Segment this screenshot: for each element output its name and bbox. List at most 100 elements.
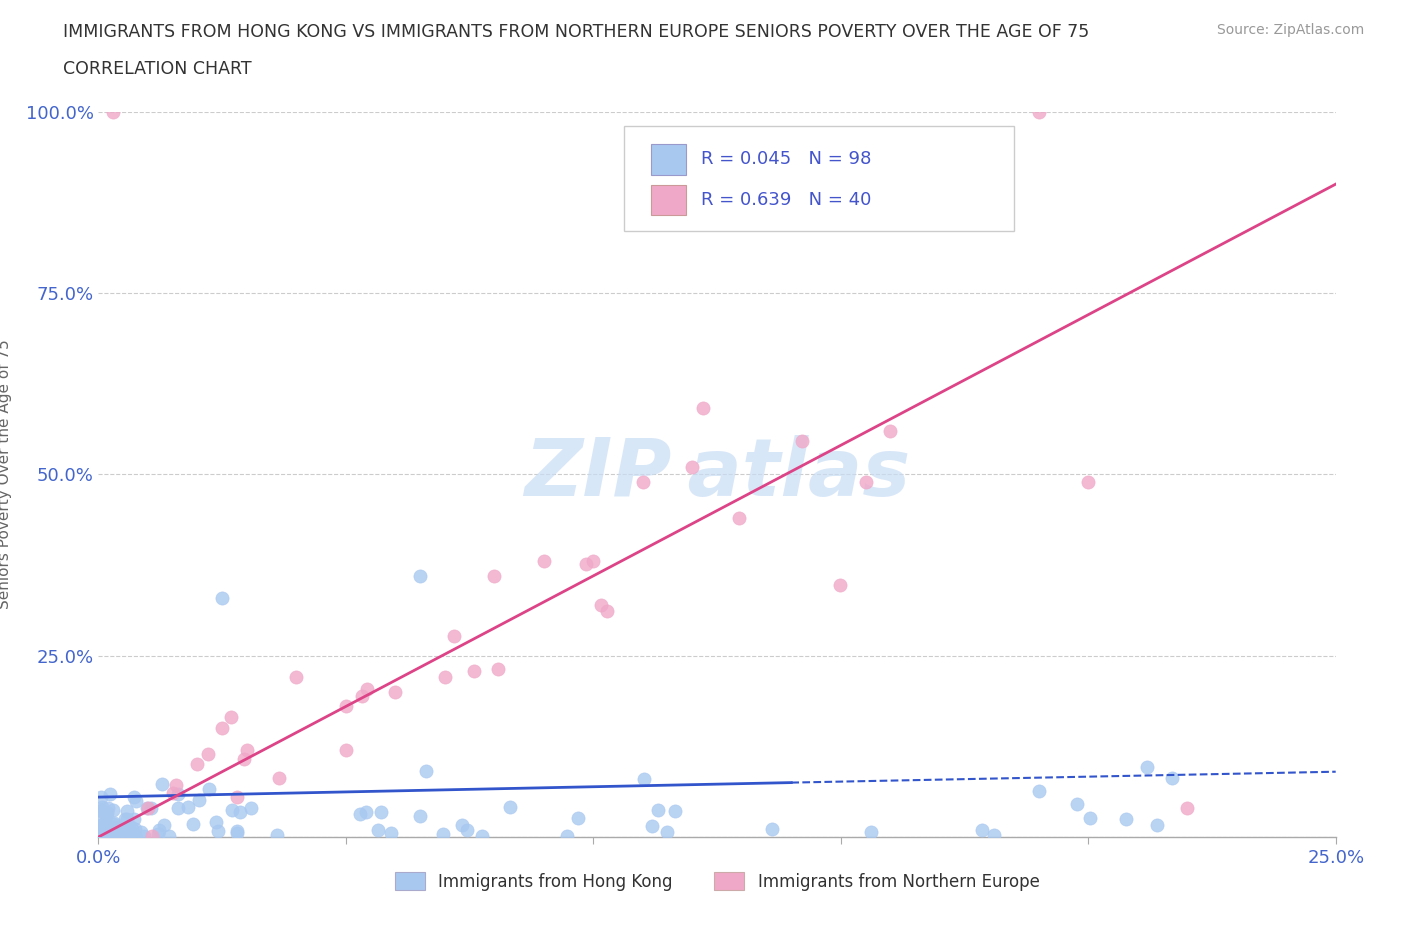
Point [370,804,392,819]
Text: ZIP atlas: ZIP atlas [524,435,910,513]
Point [499,800,522,815]
Point [90,827,112,842]
Point [533,554,555,569]
Point [589,597,612,612]
Point [146,827,169,842]
Point [176,800,198,815]
Point [595,604,617,618]
Point [153,817,176,832]
Point [132,829,155,844]
Point [352,689,374,704]
Point [1115,811,1137,826]
Point [211,591,233,605]
FancyBboxPatch shape [624,126,1014,232]
Point [647,803,669,817]
Point [207,824,229,839]
Point [93,812,115,827]
Point [101,817,124,831]
Bar [651,185,686,216]
Point [409,568,432,583]
Point [165,777,187,792]
Point [285,670,308,684]
Point [879,424,901,439]
Point [124,828,146,843]
Bar [651,144,686,175]
Point [122,790,145,804]
Point [91,800,114,815]
Point [349,807,371,822]
Point [96,805,118,820]
Point [384,684,406,699]
Text: CORRELATION CHART: CORRELATION CHART [63,60,252,78]
Point [229,804,252,819]
Point [761,822,783,837]
Point [486,661,509,676]
Point [655,824,678,839]
Point [111,823,134,838]
Point [790,433,813,448]
Point [105,820,128,835]
Point [225,823,247,838]
Y-axis label: Seniors Poverty Over the Age of 75: Seniors Poverty Over the Age of 75 [0,339,11,609]
Point [463,663,485,678]
Point [641,819,664,834]
Point [408,809,430,824]
Point [471,829,494,844]
Point [117,828,139,843]
Point [139,801,162,816]
Point [136,801,159,816]
Point [101,803,124,817]
Text: Source: ZipAtlas.com: Source: ZipAtlas.com [1216,23,1364,37]
Point [148,822,170,837]
Point [367,822,389,837]
Point [1028,104,1050,119]
Point [125,793,148,808]
Point [226,790,249,804]
Point [94,824,117,839]
Point [98,787,121,802]
Point [152,777,174,791]
Text: IMMIGRANTS FROM HONG KONG VS IMMIGRANTS FROM NORTHERN EUROPE SENIORS POVERTY OVE: IMMIGRANTS FROM HONG KONG VS IMMIGRANTS … [63,23,1090,41]
Point [103,104,125,119]
Point [186,757,208,772]
Point [456,823,478,838]
Point [110,821,132,836]
Point [124,821,146,836]
Point [972,823,994,838]
Point [141,829,163,844]
Point [266,827,288,842]
Point [681,459,703,474]
Point [90,789,112,804]
Point [101,828,124,843]
Legend: Immigrants from Hong Kong, Immigrants from Northern Europe: Immigrants from Hong Kong, Immigrants fr… [388,866,1046,897]
Point [167,787,190,802]
Point [633,772,655,787]
Point [415,764,437,778]
Point [728,511,751,525]
Point [136,801,159,816]
Point [226,826,249,841]
Point [983,827,1005,842]
Point [567,810,589,825]
Point [118,825,141,840]
Point [205,815,228,830]
Point [1175,801,1198,816]
Point [157,829,180,844]
Point [1028,784,1050,799]
Point [117,804,139,819]
Point [94,807,117,822]
Point [131,824,153,839]
Point [555,829,578,844]
Point [93,829,115,844]
Point [219,710,242,724]
Point [120,819,142,834]
Point [94,816,117,830]
Point [1078,810,1101,825]
Point [167,801,190,816]
Point [188,792,211,807]
Point [96,806,118,821]
Point [211,721,233,736]
Point [197,747,219,762]
Point [115,811,138,826]
Point [103,820,125,835]
